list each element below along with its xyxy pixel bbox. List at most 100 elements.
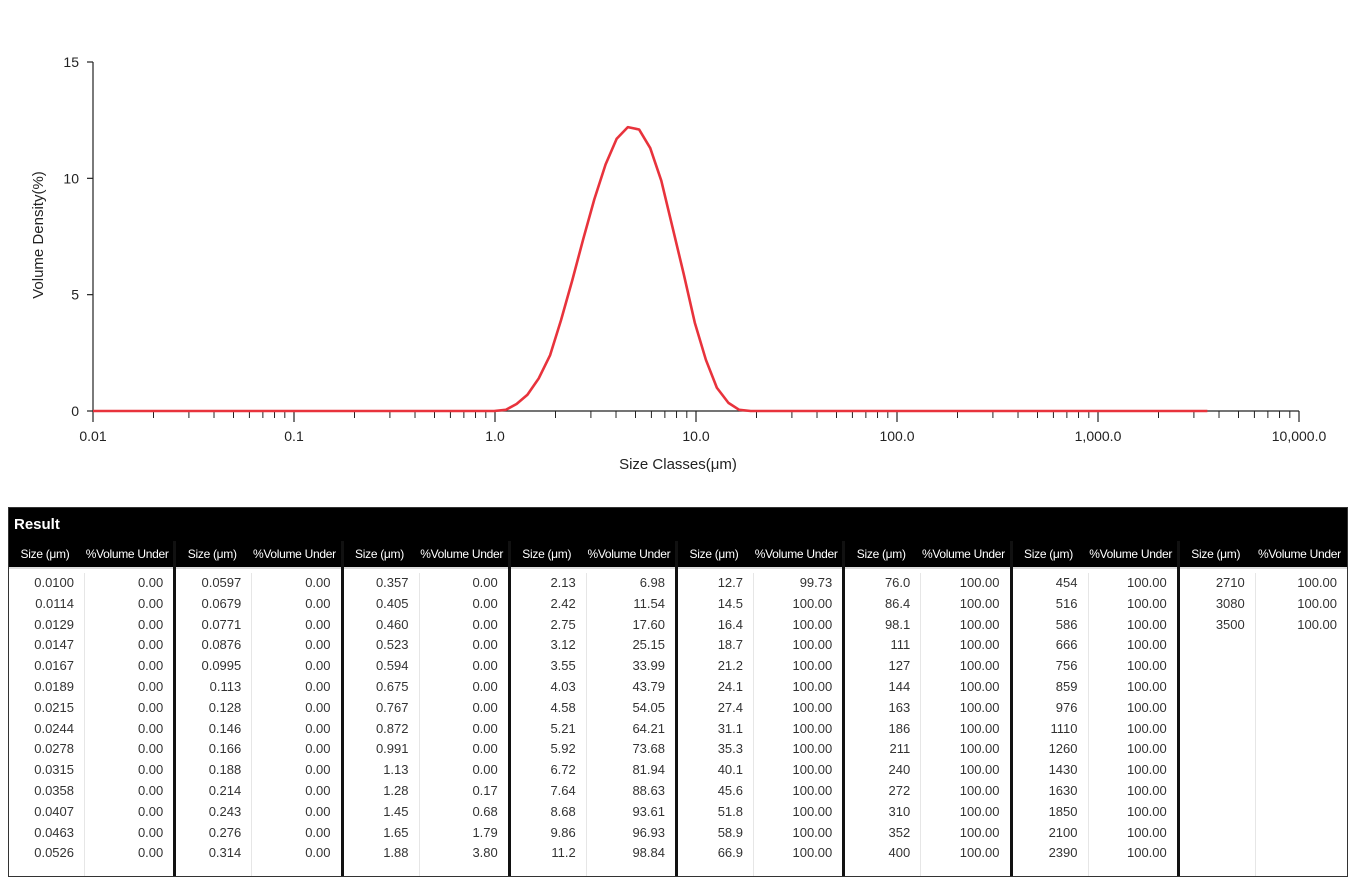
size-cell: 0.0463 bbox=[34, 824, 74, 840]
size-cell: 2.75 bbox=[550, 616, 576, 632]
volume-under-cell: 100.00 bbox=[959, 637, 1000, 653]
size-cell: 0.594 bbox=[375, 658, 409, 674]
size-cell: 144 bbox=[888, 678, 911, 694]
size-cell: 1.65 bbox=[383, 824, 409, 840]
y-axis-title: Volume Density(%) bbox=[30, 171, 47, 299]
size-cell: 1850 bbox=[1048, 803, 1078, 819]
size-cell: 7.64 bbox=[550, 782, 576, 798]
volume-under-cell: 100.00 bbox=[1126, 782, 1167, 798]
size-cell: 0.872 bbox=[375, 720, 409, 736]
volume-under-cell: 0.00 bbox=[472, 741, 498, 757]
size-cell: 0.0876 bbox=[201, 637, 242, 653]
size-cell: 2100 bbox=[1048, 824, 1078, 840]
size-column-header: Size (μm) bbox=[856, 547, 906, 561]
volume-under-cell: 73.68 bbox=[632, 741, 665, 757]
size-cell: 1260 bbox=[1048, 741, 1078, 757]
size-cell: 5.21 bbox=[550, 720, 576, 736]
volume-under-cell: 100.00 bbox=[959, 782, 1000, 798]
volume-under-cell: 93.61 bbox=[632, 803, 665, 819]
size-cell: 2710 bbox=[1215, 575, 1245, 590]
volume-under-cell: 17.60 bbox=[632, 616, 665, 632]
volume-under-cell: 99.73 bbox=[799, 575, 833, 590]
size-cell: 21.2 bbox=[717, 658, 743, 674]
size-cell: 0.0315 bbox=[34, 762, 74, 778]
size-cell: 35.3 bbox=[717, 741, 743, 757]
volume-under-column-header: %Volume Under bbox=[1089, 547, 1173, 561]
volume-under-cell: 0.68 bbox=[472, 803, 498, 819]
volume-under-cell: 88.63 bbox=[632, 782, 665, 798]
column-header-row: Size (μm) %Volume Under bbox=[176, 541, 341, 569]
volume-under-cell: 0.00 bbox=[472, 762, 498, 778]
volume-under-cell: 100.00 bbox=[1126, 741, 1167, 757]
volume-under-cell: 100.00 bbox=[792, 845, 833, 861]
column-header-row: Size (μm) %Volume Under bbox=[9, 541, 174, 569]
result-column-group: Size (μm) %Volume Under 454 516 586 666 756 859… bbox=[1012, 541, 1180, 876]
volume-under-cell: 100.00 bbox=[1126, 658, 1167, 674]
volume-under-cell: 100.00 bbox=[1126, 845, 1167, 861]
volume-under-cell: 0.00 bbox=[305, 658, 331, 674]
volume-under-cell: 96.93 bbox=[632, 824, 665, 840]
size-cell: 11.2 bbox=[551, 845, 576, 861]
x-tick-label: 0.1 bbox=[284, 428, 304, 444]
x-tick-label: 1.0 bbox=[485, 428, 505, 444]
y-tick-label: 0 bbox=[71, 403, 79, 419]
result-title: Result bbox=[9, 508, 1347, 541]
size-cell: 454 bbox=[1055, 575, 1078, 590]
volume-under-cell: 0.00 bbox=[137, 720, 164, 736]
volume-under-cell: 0.00 bbox=[137, 616, 164, 632]
volume-under-cell: 0.00 bbox=[472, 575, 498, 590]
size-cell: 2.42 bbox=[550, 595, 576, 611]
volume-under-cell: 100.00 bbox=[959, 575, 1000, 590]
size-cell: 0.0244 bbox=[34, 720, 74, 736]
volume-density-chart: 0.01 0.1 1.0 10.0 100.0 1,000.0 10,000.0 0 5 10 15… bbox=[30, 54, 1327, 473]
volume-under-cell: 0.00 bbox=[137, 678, 164, 694]
x-tick-label: 10,000.0 bbox=[1272, 428, 1327, 444]
size-cell: 272 bbox=[888, 782, 911, 798]
size-cell: 2390 bbox=[1048, 845, 1078, 861]
size-column-header: Size (μm) bbox=[187, 547, 237, 561]
volume-under-cell: 100.00 bbox=[792, 762, 833, 778]
size-cell: 98.1 bbox=[884, 616, 911, 632]
size-cell: 0.0114 bbox=[35, 595, 74, 611]
volume-under-cell: 0.00 bbox=[472, 699, 498, 715]
volume-under-cell: 100.00 bbox=[1126, 637, 1167, 653]
y-tick-label: 15 bbox=[63, 54, 79, 70]
volume-under-cell: 100.00 bbox=[1126, 824, 1167, 840]
volume-under-cell: 0.00 bbox=[305, 803, 331, 819]
volume-under-cell: 0.00 bbox=[305, 575, 331, 590]
size-cell: 0.0679 bbox=[201, 595, 242, 611]
volume-under-cell: 54.05 bbox=[632, 699, 665, 715]
result-panel: Result Size (μm) %Volume Under 0.0100 0.011… bbox=[8, 507, 1348, 877]
volume-under-cell: 0.00 bbox=[137, 762, 164, 778]
volume-under-cell: 100.00 bbox=[792, 658, 833, 674]
volume-under-column-header: %Volume Under bbox=[252, 547, 336, 561]
size-column-header: Size (μm) bbox=[1024, 547, 1073, 561]
size-cell: 3.12 bbox=[550, 637, 576, 653]
volume-under-cell: 100.00 bbox=[959, 741, 1000, 757]
size-cell: 666 bbox=[1055, 637, 1078, 653]
volume-under-cell: 100.00 bbox=[959, 720, 1000, 736]
series-line bbox=[93, 125, 1208, 413]
size-cell: 0.0526 bbox=[34, 845, 74, 861]
volume-under-cell: 100.00 bbox=[1126, 616, 1167, 632]
volume-under-cell: 100.00 bbox=[792, 824, 833, 840]
result-column-group: Size (μm) %Volume Under 0.0100 0.0114 0.0129… bbox=[9, 541, 177, 876]
size-cell: 66.9 bbox=[717, 845, 743, 861]
size-cell: 0.166 bbox=[208, 741, 242, 757]
size-cell: 0.0771 bbox=[201, 616, 242, 632]
volume-under-cell: 0.17 bbox=[472, 782, 498, 798]
size-cell: 6.72 bbox=[550, 762, 576, 778]
size-cell: 0.128 bbox=[208, 699, 242, 715]
volume-under-cell: 11.54 bbox=[633, 595, 665, 611]
size-column-header: Size (μm) bbox=[1191, 547, 1241, 561]
x-tick-label: 10.0 bbox=[682, 428, 709, 444]
volume-under-cell: 0.00 bbox=[305, 637, 331, 653]
size-cell: 516 bbox=[1055, 595, 1078, 611]
volume-under-cell: 0.00 bbox=[472, 616, 498, 632]
result-column-group: Size (μm) %Volume Under 12.7 14.5 16.4 18.7 21… bbox=[678, 541, 846, 876]
volume-under-cell: 100.00 bbox=[959, 824, 1000, 840]
size-cell: 0.276 bbox=[208, 824, 242, 840]
size-column-header: Size (μm) bbox=[355, 547, 404, 561]
volume-under-cell: 100.00 bbox=[792, 720, 833, 736]
size-cell: 756 bbox=[1055, 658, 1078, 674]
